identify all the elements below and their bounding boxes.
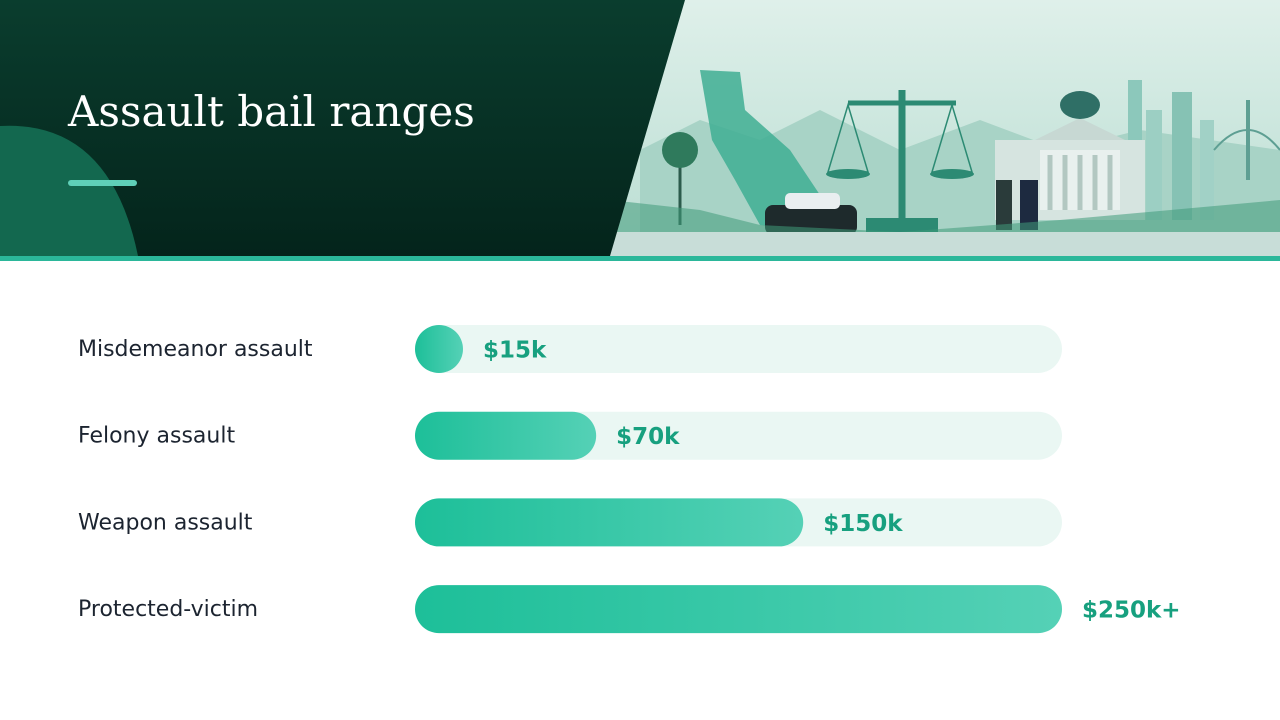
title-underline bbox=[68, 180, 137, 186]
bar bbox=[415, 498, 804, 547]
bar bbox=[415, 411, 597, 460]
header-panel bbox=[0, 0, 685, 256]
value-label: $250k+ bbox=[1082, 598, 1181, 624]
category-label: Misdemeanor assault bbox=[78, 337, 313, 362]
bar bbox=[415, 585, 1062, 634]
value-label: $70k bbox=[616, 424, 680, 450]
header-rule bbox=[0, 256, 1280, 261]
value-label: $15k bbox=[483, 338, 547, 364]
plot-area: Misdemeanor assault $15k Felony assault $70… bbox=[78, 325, 1181, 634]
bar bbox=[415, 325, 463, 373]
category-label: Weapon assault bbox=[78, 510, 253, 535]
bar-track bbox=[415, 325, 1062, 373]
header-decoration bbox=[0, 125, 138, 256]
header-illustration bbox=[600, 0, 1280, 256]
category-label: Protected-victim bbox=[78, 597, 258, 622]
category-label: Felony assault bbox=[78, 424, 235, 449]
chart-title: Assault bail ranges bbox=[67, 87, 475, 136]
value-label: $150k bbox=[823, 511, 903, 537]
